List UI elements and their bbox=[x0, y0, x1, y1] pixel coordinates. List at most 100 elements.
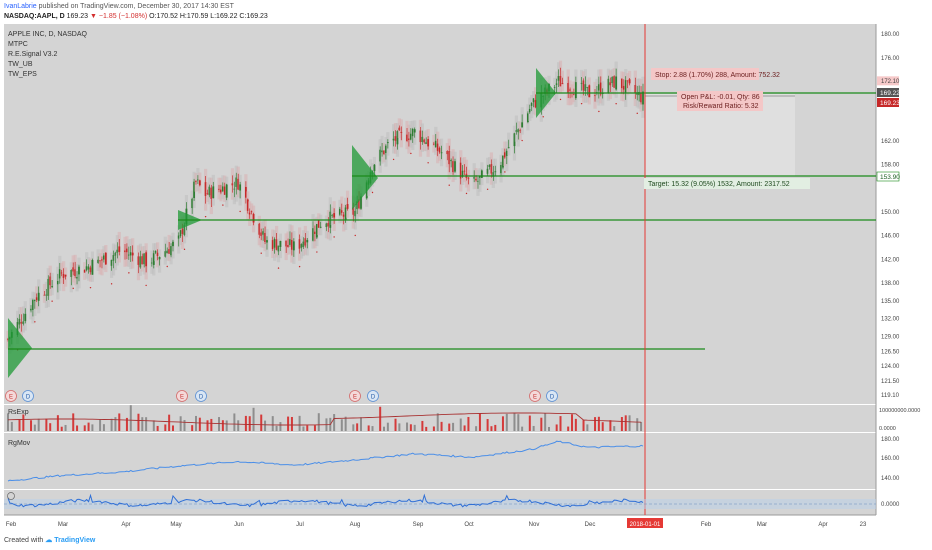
candle-body bbox=[425, 142, 428, 145]
rgmov-panel[interactable] bbox=[4, 433, 876, 489]
candle-body bbox=[580, 82, 583, 84]
earnings-icon[interactable]: E bbox=[529, 390, 541, 402]
volume-bar bbox=[60, 426, 63, 431]
candle-body bbox=[292, 241, 295, 251]
last-price-marker: 169.22 bbox=[880, 90, 900, 97]
volume-panel-title[interactable]: RsExp bbox=[8, 409, 29, 416]
volume-bar bbox=[210, 418, 213, 431]
candle-body bbox=[473, 177, 476, 179]
candle-body bbox=[628, 79, 631, 84]
signal-dot bbox=[504, 171, 506, 173]
volume-bar bbox=[260, 414, 263, 431]
candle-body bbox=[193, 181, 195, 199]
volume-bar bbox=[156, 425, 159, 431]
legend-symbol[interactable]: APPLE INC, D, NASDAQ bbox=[8, 31, 88, 38]
oscillator-marker-icon bbox=[7, 492, 15, 500]
volume-bar bbox=[171, 425, 174, 431]
dividend-icon[interactable]: D bbox=[367, 390, 379, 402]
tradingview-logo-icon[interactable]: ☁ bbox=[45, 537, 53, 544]
legend-tw-ub[interactable]: TW_UB bbox=[8, 61, 33, 68]
volume-bar bbox=[191, 425, 194, 431]
publish-info: IvanLabrie published on TradingView.com,… bbox=[4, 3, 234, 10]
candle-body bbox=[582, 80, 585, 91]
earnings-icon[interactable]: E bbox=[5, 390, 17, 402]
earnings-icon[interactable]: E bbox=[176, 390, 188, 402]
time-tick-label: 23 bbox=[860, 522, 867, 528]
volume-bar bbox=[290, 416, 293, 431]
price-axis[interactable]: 180.00 176.00 172.10 162.00 158.00 150.00 146.… bbox=[877, 32, 900, 399]
symbol-name[interactable]: NASDAQ:AAPL, D bbox=[4, 13, 65, 20]
volume-bar bbox=[501, 416, 504, 431]
last-price-marker-bg bbox=[877, 88, 899, 97]
candle-body bbox=[386, 142, 389, 144]
signal-dot bbox=[128, 272, 130, 274]
signal-dot bbox=[598, 110, 600, 113]
price-tick-label: 180.00 bbox=[881, 32, 900, 38]
volume-bar bbox=[125, 417, 128, 431]
candle-body bbox=[567, 82, 570, 93]
candle-body bbox=[356, 201, 359, 210]
candle-body bbox=[99, 260, 101, 262]
candle-body bbox=[218, 188, 220, 190]
rgmov-panel-title[interactable]: RgMov bbox=[8, 440, 31, 447]
candle-body bbox=[197, 179, 199, 181]
price-change: −1.85 (−1.08%) bbox=[98, 13, 148, 20]
legend-mtpc[interactable]: MTPC bbox=[8, 41, 28, 48]
volume-bar bbox=[302, 426, 305, 431]
main-panel[interactable] bbox=[4, 24, 876, 404]
candle-body bbox=[383, 150, 385, 155]
candle-body bbox=[521, 122, 524, 128]
legend-resignal[interactable]: R.E.Signal V3.2 bbox=[8, 51, 58, 58]
volume-bar bbox=[582, 420, 585, 431]
volume-panel[interactable] bbox=[4, 405, 876, 432]
price-tick-label: 126.50 bbox=[881, 349, 900, 355]
candle-body bbox=[312, 228, 314, 241]
dividend-icon[interactable]: D bbox=[22, 390, 34, 402]
candle-body bbox=[586, 87, 589, 88]
candle-body bbox=[634, 85, 637, 93]
candle-body bbox=[22, 321, 25, 324]
candle-body bbox=[124, 250, 126, 253]
candle-body bbox=[607, 78, 610, 94]
author-link[interactable]: IvanLabrie bbox=[4, 3, 37, 10]
volume-bar bbox=[110, 418, 113, 431]
earnings-icon[interactable]: E bbox=[349, 390, 361, 402]
candle-body bbox=[304, 238, 307, 246]
candle-body bbox=[191, 198, 194, 209]
candle-body bbox=[440, 152, 443, 154]
volume-bar bbox=[586, 424, 589, 431]
signal-dot bbox=[89, 286, 92, 289]
volume-bar bbox=[298, 415, 301, 431]
signal-dot bbox=[636, 112, 638, 115]
candle-body bbox=[85, 266, 88, 271]
time-tick-label: Mar bbox=[58, 522, 68, 528]
candle-body bbox=[204, 182, 207, 196]
volume-bar bbox=[486, 419, 489, 431]
volume-bar bbox=[425, 426, 428, 431]
legend-tw-eps[interactable]: TW_EPS bbox=[8, 71, 37, 78]
signal-dot bbox=[110, 283, 113, 285]
dividend-icon[interactable]: D bbox=[195, 390, 207, 402]
dividend-icon[interactable]: D bbox=[546, 390, 558, 402]
candle-body bbox=[250, 211, 253, 213]
candle-body bbox=[43, 294, 46, 296]
candle-body bbox=[97, 259, 100, 263]
candle-body bbox=[342, 214, 345, 217]
candle-body bbox=[170, 246, 172, 256]
candle-body bbox=[279, 240, 282, 247]
candle-body bbox=[438, 147, 441, 153]
cursor-date-marker-bg bbox=[627, 518, 663, 528]
candle-body bbox=[33, 300, 36, 302]
tradingview-brand[interactable]: TradingView bbox=[54, 537, 96, 544]
price-tick-label: 146.00 bbox=[881, 234, 900, 240]
candle-body bbox=[231, 183, 234, 186]
candle-body bbox=[74, 269, 77, 276]
time-axis[interactable]: Feb Mar Apr May Jun Jul Aug Sep Oct Nov Dec 2018-01… bbox=[6, 518, 867, 528]
volume-bar bbox=[609, 420, 612, 431]
candle-body bbox=[181, 228, 184, 234]
signal-dot bbox=[72, 287, 74, 290]
candle-body bbox=[252, 213, 255, 223]
candle-body bbox=[611, 76, 614, 84]
signal-triangle bbox=[8, 318, 32, 378]
